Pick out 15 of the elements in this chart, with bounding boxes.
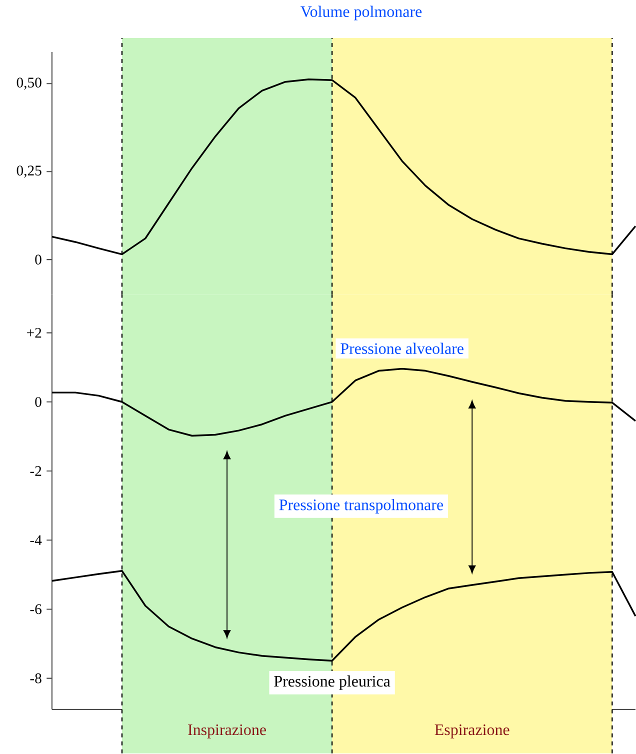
y-tick-label: -6 bbox=[30, 604, 42, 614]
y-tick-label: 0,25 bbox=[16, 166, 42, 178]
y-tick-label: -8 bbox=[30, 673, 42, 684]
annotation: Pressione transpolmonare bbox=[279, 498, 443, 514]
y-tick-label: 0 bbox=[34, 254, 42, 265]
y-tick-label: -4 bbox=[30, 535, 42, 545]
series-label: Pressione pleurica bbox=[274, 675, 390, 690]
y-tick-label: 0,50 bbox=[16, 78, 42, 90]
text: Espirazione bbox=[434, 724, 510, 738]
y-tick-label: 0 bbox=[34, 396, 42, 407]
text: Inspirazione bbox=[188, 724, 266, 738]
chart-title: Volume polmonare bbox=[300, 6, 422, 20]
y-tick-label: +2 bbox=[26, 328, 41, 338]
series-label: Pressione alveolare bbox=[340, 342, 464, 354]
y-tick-label: -2 bbox=[30, 466, 41, 476]
